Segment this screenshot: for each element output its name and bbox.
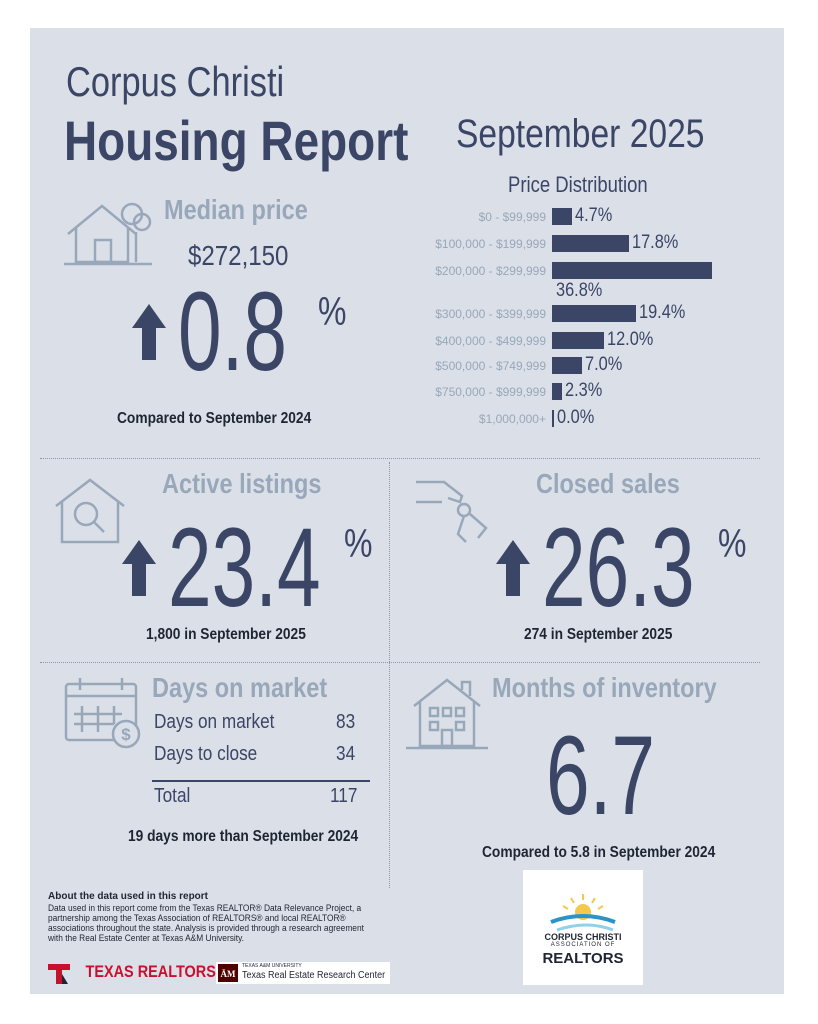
tamu-emblem-icon: ĀM — [218, 964, 238, 982]
price-distribution-title: Price Distribution — [508, 172, 648, 197]
price-bin-label: $1,000,000+ — [478, 412, 546, 426]
dom-total-label: Total — [154, 785, 191, 807]
building-icon — [406, 678, 488, 750]
divider — [40, 458, 760, 459]
price-bin-label: $200,000 - $299,999 — [435, 264, 546, 278]
about-text: Data used in this report come from the T… — [48, 903, 364, 943]
tamu-logo: ĀM TEXAS A&M UNIVERSITY Texas Real Estat… — [216, 962, 390, 984]
price-bin-bar — [552, 383, 562, 400]
median-price-caption: Compared to September 2024 — [117, 410, 312, 427]
association-logo: CORPUS CHRISTI ASSOCIATION OF REALTORS — [523, 870, 643, 985]
up-arrow-icon — [122, 540, 156, 596]
price-bin-label: $100,000 - $199,999 — [435, 237, 546, 251]
dom-row-label: Days to close — [154, 743, 258, 765]
total-rule — [152, 780, 370, 782]
active-listings-pct-sign: % — [344, 522, 373, 566]
price-bin-value: 19.4% — [639, 302, 686, 323]
sun-waves-icon — [550, 894, 616, 932]
svg-text:$: $ — [121, 725, 131, 744]
price-bin-label: $300,000 - $399,999 — [435, 307, 546, 321]
closed-sales-title: Closed sales — [536, 468, 680, 499]
price-bin-value: 36.8% — [556, 280, 603, 301]
months-inventory-title: Months of inventory — [492, 672, 717, 703]
city-title: Corpus Christi — [66, 58, 285, 105]
closed-sales-change: 26.3 — [542, 505, 695, 630]
report-month: September 2025 — [456, 112, 705, 156]
tamu-center-text: Texas Real Estate Research Center — [242, 970, 386, 981]
dom-total-value: 117 — [330, 785, 358, 807]
price-bin-value: 7.0% — [585, 354, 623, 375]
months-inventory-value: 6.7 — [546, 713, 655, 838]
price-bin-bar — [552, 235, 629, 252]
closed-sales-caption: 274 in September 2025 — [524, 626, 673, 643]
median-price-title: Median price — [164, 194, 308, 225]
price-bin-label: $0 - $99,999 — [478, 210, 546, 224]
price-bin-value: 2.3% — [565, 380, 603, 401]
calendar-dollar-icon: $ — [64, 678, 141, 749]
median-price-value: $272,150 — [188, 240, 289, 271]
days-on-market-title: Days on market — [152, 672, 328, 703]
days-on-market-caption: 19 days more than September 2024 — [128, 828, 359, 845]
divider — [40, 662, 760, 663]
svg-text:ĀM: ĀM — [221, 969, 236, 979]
active-listings-title: Active listings — [162, 468, 322, 499]
price-bin-label: $400,000 - $499,999 — [435, 334, 546, 348]
price-bin-value: 17.8% — [632, 232, 679, 253]
tamu-small-text: TEXAS A&M UNIVERSITY — [242, 963, 302, 969]
house-tree-icon — [64, 202, 152, 266]
median-price-change: 0.8 — [178, 269, 287, 394]
active-listings-change: 23.4 — [168, 505, 321, 630]
price-bin-bar — [552, 262, 712, 279]
price-bin-bar — [552, 357, 582, 374]
texas-realtors-logo-icon — [48, 964, 70, 984]
about-heading: About the data used in this report — [48, 891, 209, 902]
price-bin-value: 0.0% — [557, 407, 595, 428]
dom-row-value: 83 — [336, 711, 356, 733]
up-arrow-icon — [496, 540, 530, 596]
months-inventory-caption: Compared to 5.8 in September 2024 — [482, 844, 716, 861]
price-bin-bar — [552, 332, 604, 349]
report-panel — [30, 28, 784, 994]
price-bin-value: 12.0% — [607, 329, 654, 350]
price-bin-bar — [552, 305, 636, 322]
price-bin-label: $500,000 - $749,999 — [435, 359, 546, 373]
price-bin-value: 4.7% — [575, 205, 613, 226]
dom-row-value: 34 — [336, 743, 356, 765]
active-listings-caption: 1,800 in September 2025 — [146, 626, 306, 643]
assoc-line3: REALTORS — [542, 950, 624, 967]
assoc-line1: CORPUS CHRISTI — [544, 932, 622, 942]
assoc-line2: ASSOCIATION OF — [550, 942, 616, 948]
texas-realtors-logo: TEXAS REALTORS — [85, 962, 216, 981]
divider — [389, 462, 390, 888]
median-price-pct-sign: % — [318, 290, 347, 334]
hand-keys-icon — [416, 480, 488, 543]
dom-row-label: Days on market — [154, 711, 275, 733]
house-search-icon — [55, 478, 125, 544]
report-title: Housing Report — [64, 109, 409, 172]
price-bin-bar — [552, 410, 554, 427]
up-arrow-icon — [132, 304, 166, 360]
price-bin-bar — [552, 208, 572, 225]
closed-sales-pct-sign: % — [718, 522, 747, 566]
price-bin-label: $750,000 - $999,999 — [435, 385, 546, 399]
